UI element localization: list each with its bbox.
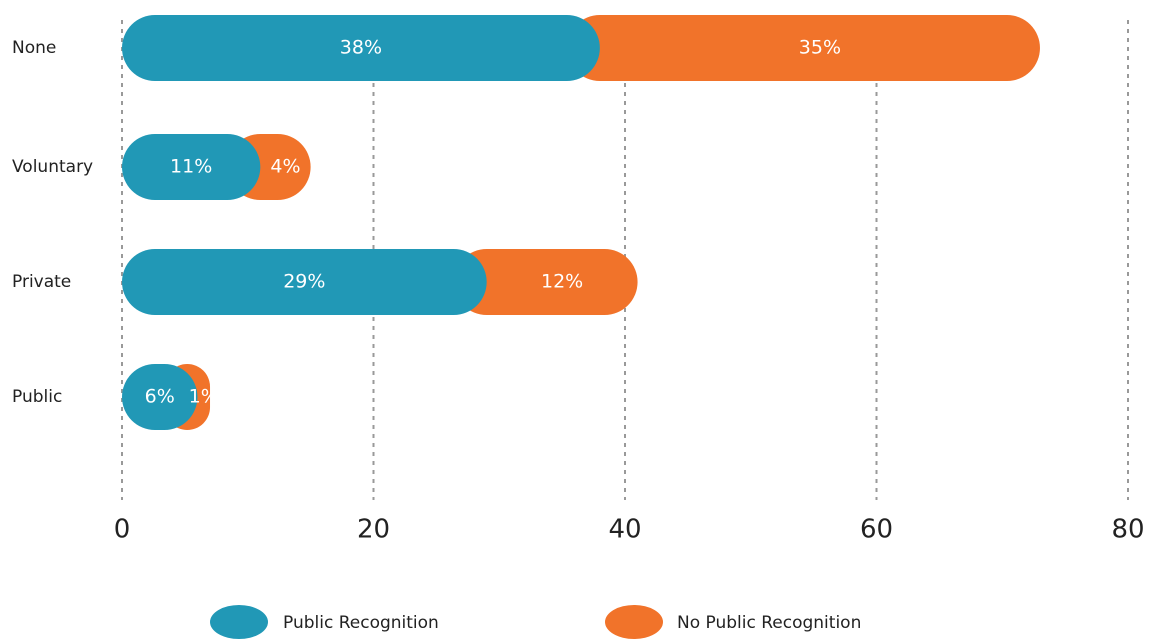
value-label: 35% — [799, 37, 841, 59]
y-tick-label: None — [12, 38, 56, 58]
legend-label: No Public Recognition — [677, 613, 861, 633]
x-tick-label: 60 — [860, 515, 893, 545]
bar-segment — [122, 15, 600, 81]
value-label: 6% — [145, 386, 175, 408]
legend-swatch — [210, 605, 268, 639]
y-tick-label: Public — [12, 387, 62, 407]
legend-label: Public Recognition — [283, 613, 439, 633]
value-label: 38% — [340, 37, 382, 59]
value-label: 4% — [270, 156, 300, 178]
value-label: 29% — [283, 271, 325, 293]
x-tick-label: 40 — [608, 515, 641, 545]
bar-segment — [566, 15, 1040, 81]
bar-segment — [122, 134, 261, 200]
value-label: 12% — [541, 271, 583, 293]
y-tick-label: Private — [12, 272, 71, 292]
bar-segment — [122, 364, 198, 430]
value-label: 1% — [189, 386, 219, 408]
bar-segment — [122, 249, 487, 315]
x-tick-label: 20 — [357, 515, 390, 545]
bar-segment — [453, 249, 638, 315]
legend-swatch — [605, 605, 663, 639]
value-label: 11% — [170, 156, 212, 178]
x-tick-label: 0 — [114, 515, 131, 545]
y-tick-label: Voluntary — [12, 157, 93, 177]
x-tick-label: 80 — [1111, 515, 1144, 545]
